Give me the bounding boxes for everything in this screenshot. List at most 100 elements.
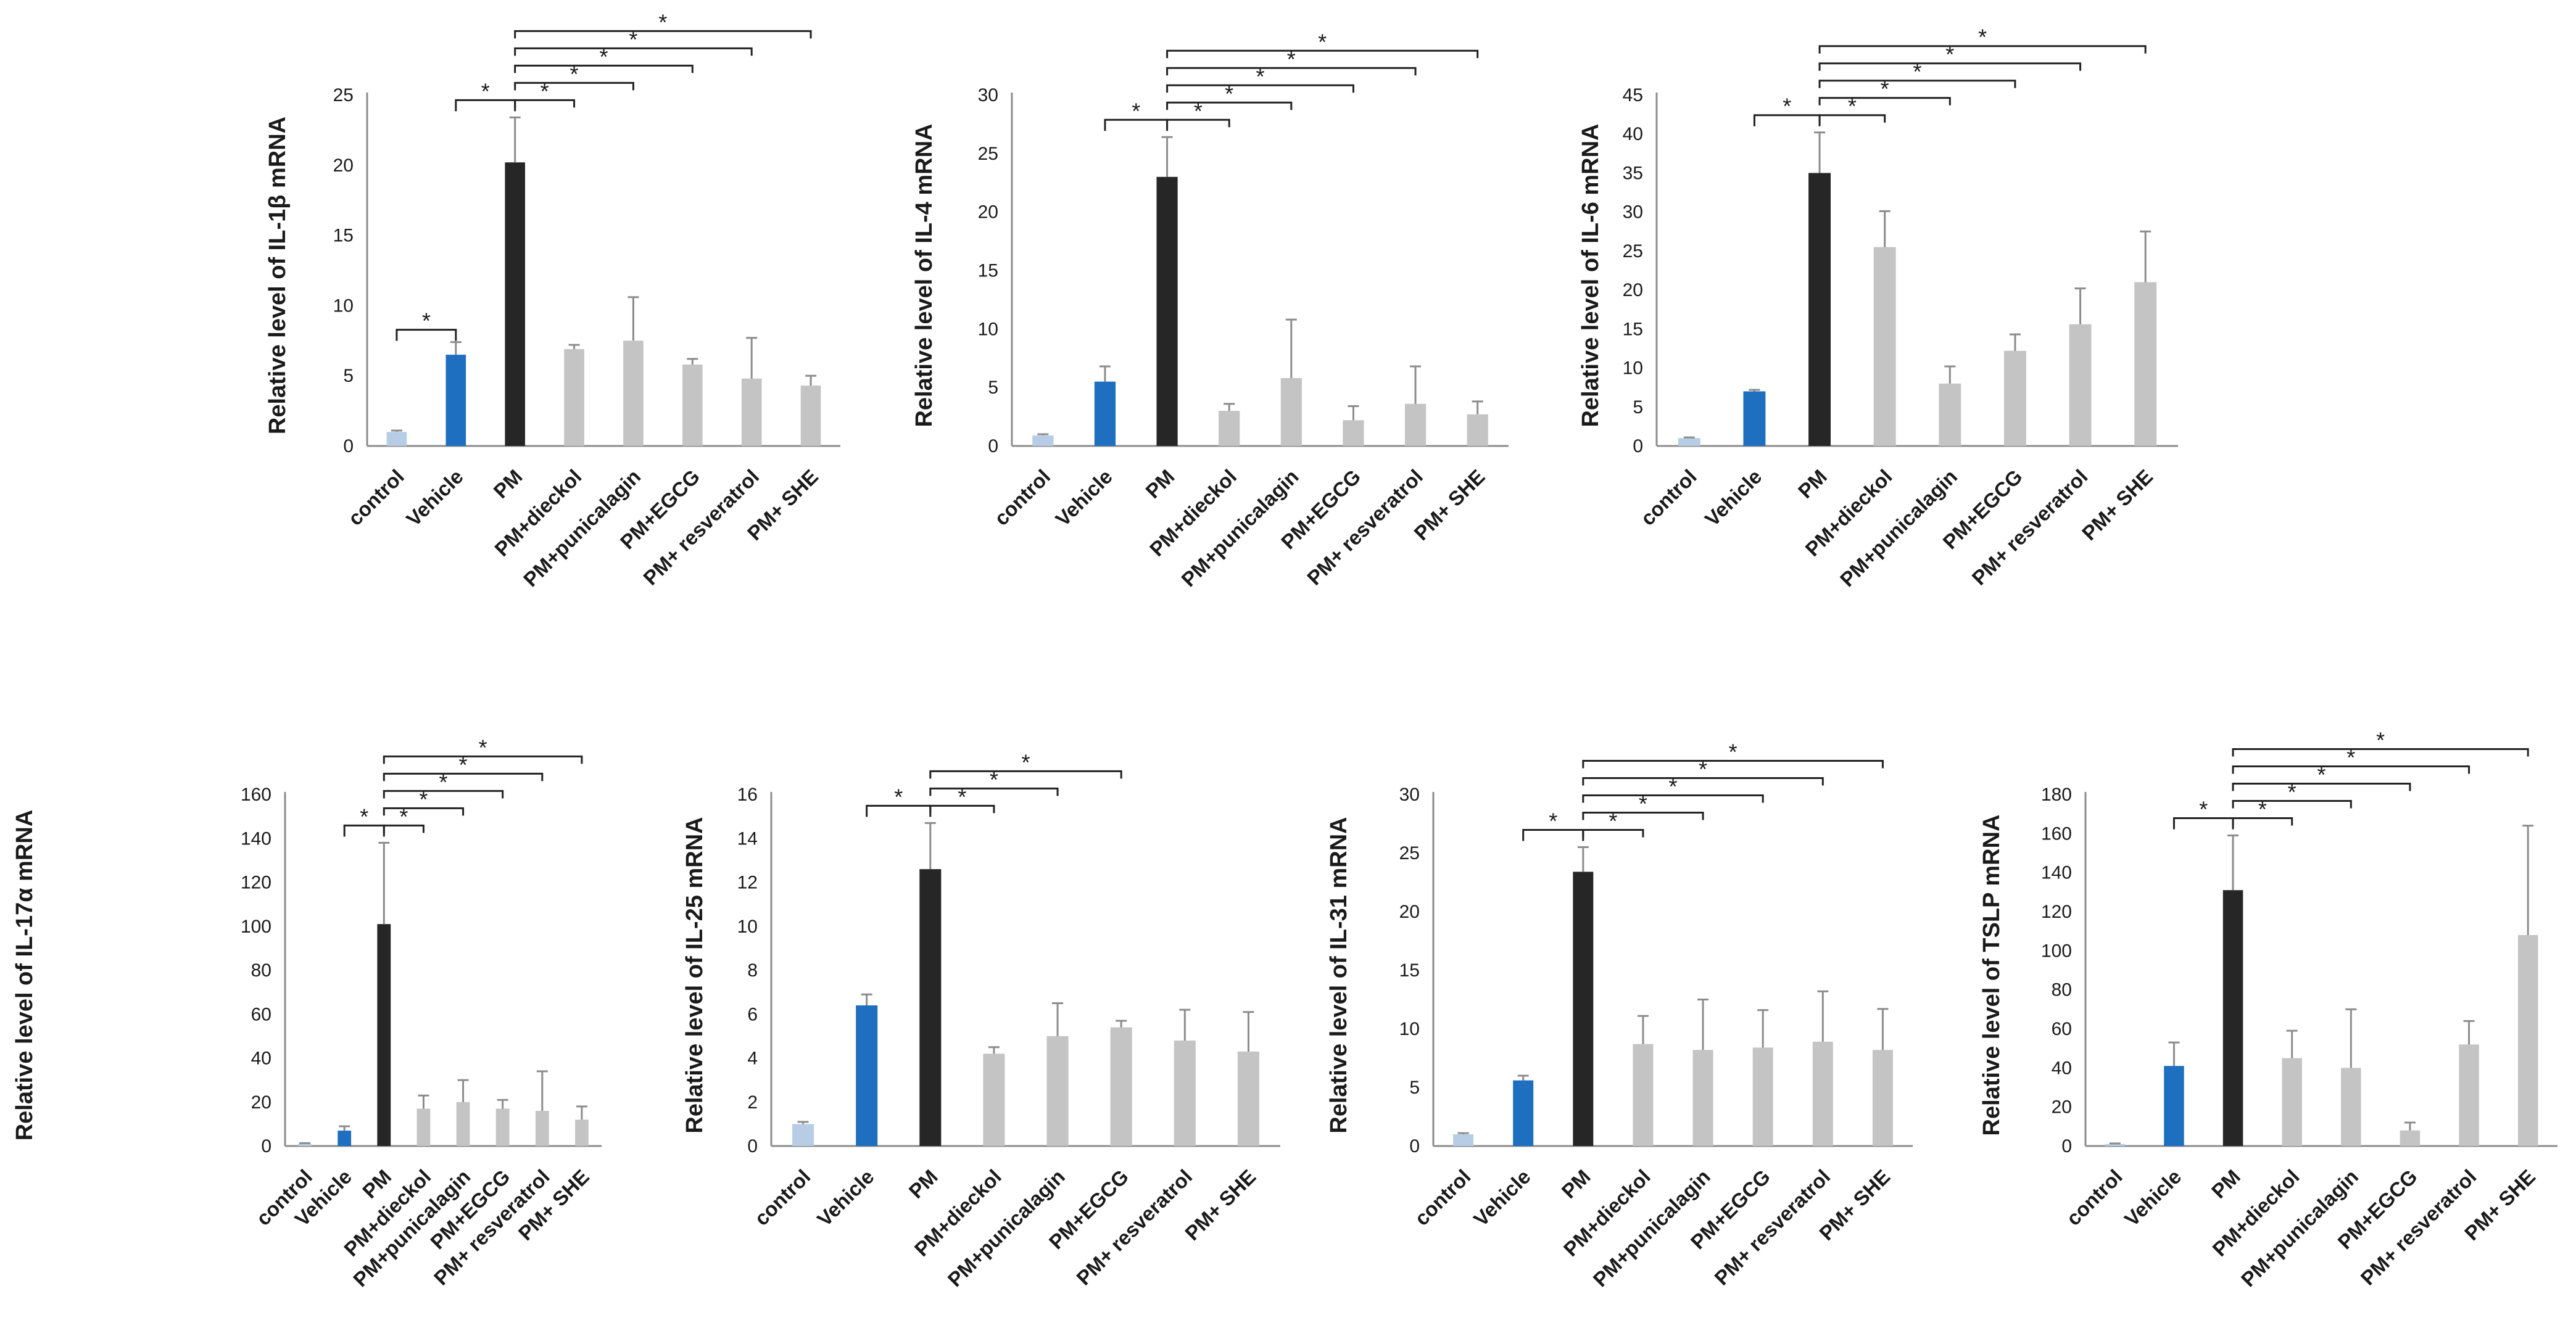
significance-bracket: [1166, 118, 1230, 128]
significance-bracket: [929, 770, 1122, 779]
y-tick-label: 20: [333, 155, 354, 176]
significance-star: *: [599, 44, 608, 69]
bar: [535, 1111, 549, 1146]
significance-star: *: [1978, 25, 1987, 50]
y-tick-label: 10: [1623, 358, 1643, 379]
x-tick-label: PM+punicalagin: [1836, 465, 1961, 591]
y-tick-label: 8: [747, 960, 758, 981]
significance-bracket: [1582, 812, 1704, 820]
significance-bracket: [383, 824, 425, 833]
significance-bracket: [1818, 62, 2082, 71]
significance-star: *: [1848, 94, 1857, 119]
x-tick-label: PM: [2207, 1165, 2245, 1203]
y-tick-label: 15: [1399, 960, 1420, 981]
significance-star: *: [479, 735, 487, 760]
bar: [456, 1102, 470, 1146]
bar: [1678, 438, 1700, 446]
bar: [1032, 435, 1054, 446]
significance-star: *: [1609, 809, 1617, 834]
significance-bracket: [514, 47, 753, 56]
y-axis-title: Relative level of IL-4 mRNA: [911, 123, 937, 427]
chart-panel-3: 0 5 10 15 20 25 30 35 40 45 Relative level of IL-6…: [1578, 25, 2178, 591]
y-axis-title: Relative level of IL-1β mRNA: [265, 117, 291, 434]
bar: [623, 340, 644, 446]
bar: [2105, 1144, 2126, 1146]
bar: [1633, 1044, 1654, 1146]
significance-star: *: [1256, 64, 1264, 89]
significance-bracket: [1166, 67, 1417, 76]
y-tick-label: 5: [1409, 1078, 1420, 1098]
significance-bracket: [1818, 80, 2016, 88]
bar: [919, 869, 942, 1146]
x-tick-label: PM+punicalagin: [943, 1165, 1069, 1291]
x-tick-label: PM: [1141, 465, 1178, 503]
significance-star: *: [422, 308, 431, 334]
significance-star: *: [570, 61, 579, 86]
significance-star: *: [2317, 762, 2325, 788]
significance-bracket: [2232, 765, 2470, 774]
bar: [1467, 414, 1488, 446]
significance-star: *: [1021, 749, 1030, 775]
bar: [1939, 383, 1961, 446]
significance-bracket: [1166, 101, 1293, 110]
y-tick-label: 120: [2041, 902, 2072, 922]
bar: [1110, 1027, 1132, 1146]
significance-bracket: [383, 789, 504, 799]
significance-bracket: [514, 81, 634, 91]
bar: [2341, 1068, 2361, 1146]
bar: [792, 1124, 814, 1146]
y-tick-label: 0: [747, 1136, 758, 1156]
y-tick-label: 15: [333, 226, 354, 246]
y-axis-title: Relative level of IL-17α mRNA: [12, 810, 38, 1141]
bar: [1156, 176, 1178, 446]
significance-star: *: [360, 804, 368, 829]
significance-star: *: [1132, 98, 1140, 123]
x-tick-label: Vehicle: [1051, 465, 1117, 531]
bar: [1812, 1041, 1833, 1146]
bar: [1280, 377, 1302, 446]
y-tick-label: 160: [2041, 823, 2072, 844]
x-tick-label: PM: [905, 1165, 942, 1203]
y-tick-label: 5: [1633, 397, 1643, 418]
y-tick-label: 20: [1399, 902, 1420, 922]
y-tick-label: 35: [1623, 163, 1643, 183]
y-tick-label: 45: [1623, 85, 1643, 105]
y-axis-title: Relative level of IL-25 mRNA: [682, 817, 708, 1133]
x-tick-label: Vehicle: [402, 465, 468, 531]
bar: [2459, 1044, 2479, 1146]
significance-bracket: [383, 807, 465, 816]
significance-bracket: [383, 755, 583, 764]
y-tick-label: 20: [251, 1092, 271, 1113]
significance-star: *: [1699, 757, 1707, 782]
bar: [2222, 890, 2243, 1146]
significance-bracket: [514, 99, 576, 108]
y-tick-label: 5: [343, 366, 354, 386]
chart-panel-5: 0 2 4 6 8 10 12 14 16 Relative level of IL-25 mRN…: [682, 749, 1280, 1291]
bar: [338, 1131, 352, 1146]
y-tick-label: 20: [978, 202, 998, 223]
bar: [416, 1108, 431, 1146]
y-tick-label: 5: [988, 377, 998, 398]
x-tick-label: control: [1636, 465, 1701, 530]
significance-star: *: [1729, 740, 1737, 765]
significance-bracket: [1582, 829, 1644, 838]
significance-star: *: [629, 27, 637, 52]
y-tick-label: 100: [2041, 941, 2072, 961]
bar: [2282, 1058, 2302, 1146]
y-tick-label: 60: [2052, 1019, 2072, 1039]
significance-star: *: [1318, 29, 1327, 54]
significance-star: *: [1783, 94, 1791, 119]
x-tick-label: control: [750, 1165, 814, 1230]
y-tick-label: 10: [1399, 1019, 1420, 1039]
significance-bracket: [2232, 748, 2529, 757]
y-tick-label: 30: [1623, 202, 1643, 223]
x-tick-label: Vehicle: [1700, 465, 1766, 531]
bar: [1873, 247, 1896, 446]
bar: [2134, 282, 2157, 446]
bar: [505, 162, 525, 446]
x-tick-label: PM: [1557, 1165, 1595, 1203]
bar: [2517, 935, 2538, 1146]
x-tick-label: control: [344, 465, 408, 530]
y-tick-label: 80: [251, 960, 271, 981]
bar: [1752, 1047, 1773, 1146]
